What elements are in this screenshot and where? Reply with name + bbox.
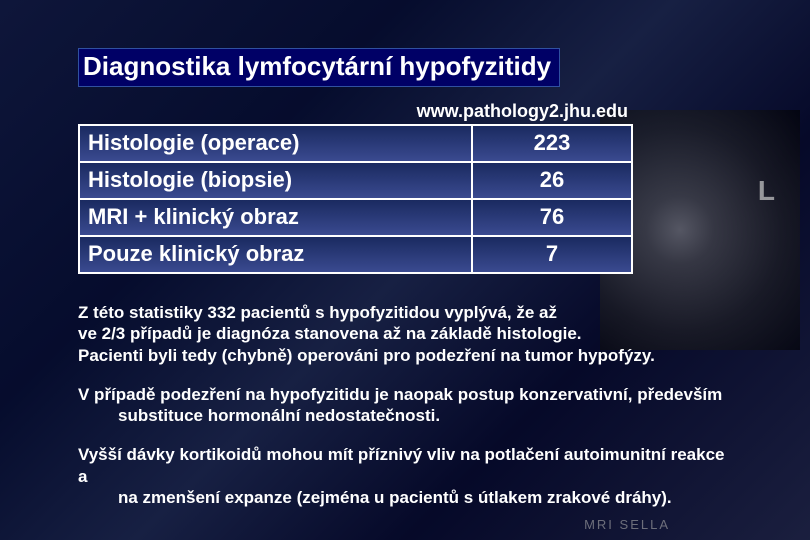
row-value: 76: [472, 199, 632, 236]
paragraph-3: Vyšší dávky kortikoidů mohou mít přízniv…: [78, 444, 738, 508]
slide-content: Diagnostika lymfocytární hypofyzitidy ww…: [0, 0, 810, 508]
paragraph-1: Z této statistiky 332 pacientů s hypofyz…: [78, 302, 738, 366]
mri-caption: MRI SELLA: [584, 517, 670, 532]
text-line: Pacienti byli tedy (chybně) operováni pr…: [78, 346, 655, 365]
page-title: Diagnostika lymfocytární hypofyzitidy: [83, 51, 551, 81]
text-line: na zmenšení expanze (zejména u pacientů …: [78, 488, 672, 507]
title-box: Diagnostika lymfocytární hypofyzitidy: [78, 48, 560, 87]
text-line: substituce hormonální nedostatečnosti.: [78, 406, 440, 425]
table-row: Histologie (operace) 223: [79, 125, 632, 162]
row-value: 7: [472, 236, 632, 273]
row-label: Pouze klinický obraz: [79, 236, 472, 273]
text-line: ve 2/3 případů je diagnóza stanovena až …: [78, 324, 582, 343]
row-value: 223: [472, 125, 632, 162]
body-text: Z této statistiky 332 pacientů s hypofyz…: [78, 302, 738, 508]
table-row: Histologie (biopsie) 26: [79, 162, 632, 199]
text-line: Z této statistiky 332 pacientů s hypofyz…: [78, 303, 557, 322]
row-label: Histologie (biopsie): [79, 162, 472, 199]
source-url: www.pathology2.jhu.edu: [78, 101, 738, 122]
text-line: Vyšší dávky kortikoidů mohou mít přízniv…: [78, 445, 724, 485]
table-row: Pouze klinický obraz 7: [79, 236, 632, 273]
row-label: Histologie (operace): [79, 125, 472, 162]
row-value: 26: [472, 162, 632, 199]
diagnosis-table: Histologie (operace) 223 Histologie (bio…: [78, 124, 633, 274]
table-row: MRI + klinický obraz 76: [79, 199, 632, 236]
paragraph-2: V případě podezření na hypofyzitidu je n…: [78, 384, 738, 427]
row-label: MRI + klinický obraz: [79, 199, 472, 236]
text-line: V případě podezření na hypofyzitidu je n…: [78, 385, 722, 404]
